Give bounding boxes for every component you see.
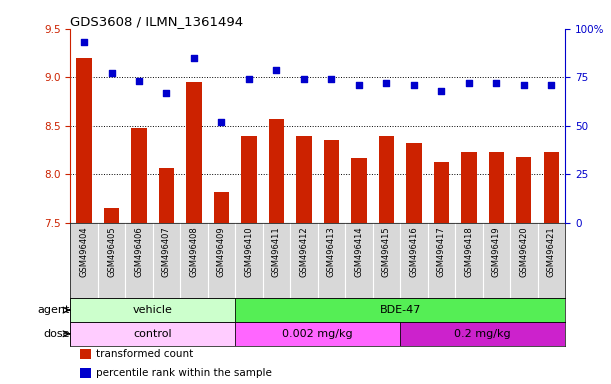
Text: GSM496421: GSM496421 <box>547 227 556 277</box>
Text: GSM496419: GSM496419 <box>492 227 501 277</box>
Bar <box>489 152 504 223</box>
Bar <box>351 158 367 223</box>
Text: GSM496407: GSM496407 <box>162 227 171 277</box>
Bar <box>70 298 235 322</box>
Point <box>189 55 199 61</box>
Bar <box>104 208 119 223</box>
Bar <box>131 128 147 223</box>
Text: vehicle: vehicle <box>133 305 173 315</box>
Bar <box>235 322 400 346</box>
Bar <box>235 298 565 322</box>
Point <box>161 90 171 96</box>
Text: GSM496418: GSM496418 <box>464 227 474 277</box>
Point <box>354 82 364 88</box>
Text: GSM496404: GSM496404 <box>79 227 89 277</box>
Text: agent: agent <box>37 305 70 315</box>
Text: GSM496415: GSM496415 <box>382 227 391 277</box>
Bar <box>516 157 532 223</box>
Bar <box>379 136 394 223</box>
Point <box>79 39 89 45</box>
Bar <box>80 368 91 379</box>
Text: BDE-47: BDE-47 <box>379 305 421 315</box>
Point <box>244 76 254 82</box>
Point <box>492 80 502 86</box>
Point <box>519 82 529 88</box>
Text: GSM496406: GSM496406 <box>134 227 144 277</box>
Point <box>272 66 282 73</box>
Text: dose: dose <box>43 329 70 339</box>
Bar <box>544 152 559 223</box>
Bar <box>186 82 202 223</box>
Text: GSM496410: GSM496410 <box>244 227 254 277</box>
Point <box>437 88 447 94</box>
Bar <box>214 192 229 223</box>
Point <box>299 76 309 82</box>
Text: GSM496409: GSM496409 <box>217 227 226 277</box>
Bar <box>70 322 235 346</box>
Bar <box>400 322 565 346</box>
Text: GSM496412: GSM496412 <box>299 227 309 277</box>
Bar <box>241 136 257 223</box>
Bar <box>269 119 284 223</box>
Text: GSM496420: GSM496420 <box>519 227 529 277</box>
Text: GSM496408: GSM496408 <box>189 227 199 277</box>
Bar <box>76 58 92 223</box>
Text: GSM496405: GSM496405 <box>107 227 116 277</box>
Text: GSM496416: GSM496416 <box>409 227 419 277</box>
Text: GSM496414: GSM496414 <box>354 227 364 277</box>
Bar <box>461 152 477 223</box>
Point <box>134 78 144 84</box>
Bar <box>324 140 339 223</box>
Text: GSM496413: GSM496413 <box>327 227 336 277</box>
Bar <box>80 349 91 359</box>
Text: GSM496417: GSM496417 <box>437 227 446 277</box>
Text: GDS3608 / ILMN_1361494: GDS3608 / ILMN_1361494 <box>70 15 243 28</box>
Point <box>217 119 227 125</box>
Bar <box>434 162 449 223</box>
Text: 0.2 mg/kg: 0.2 mg/kg <box>455 329 511 339</box>
Point <box>464 80 474 86</box>
Text: 0.002 mg/kg: 0.002 mg/kg <box>282 329 353 339</box>
Text: control: control <box>133 329 172 339</box>
Text: transformed count: transformed count <box>96 349 193 359</box>
Text: percentile rank within the sample: percentile rank within the sample <box>96 368 272 378</box>
Point <box>107 70 117 76</box>
Text: GSM496411: GSM496411 <box>272 227 281 277</box>
Bar <box>296 136 312 223</box>
Point <box>327 76 337 82</box>
Point <box>409 82 419 88</box>
Point <box>547 82 557 88</box>
Bar <box>159 167 174 223</box>
Bar <box>406 143 422 223</box>
Point <box>381 80 392 86</box>
